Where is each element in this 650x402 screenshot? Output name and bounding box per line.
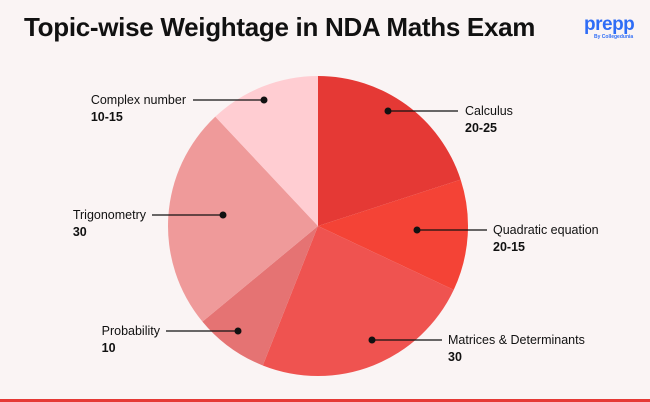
value-quadratic-equation: 20-15: [493, 240, 525, 254]
label-calculus: Calculus: [465, 104, 513, 118]
prepp-logo: prepp By Collegedunia: [584, 14, 635, 40]
leader-dot-trigonometry: [219, 211, 227, 219]
value-matrices-determinants: 30: [448, 350, 462, 364]
chart-title: Topic-wise Weightage in NDA Maths Exam: [24, 12, 536, 42]
label-matrices-determinants: Matrices & Determinants: [448, 333, 585, 347]
leader-dot-complex-number: [260, 96, 268, 104]
label-probability: Probability: [102, 324, 161, 338]
leader-dot-matrices-determinants: [368, 336, 376, 344]
slice-quadratic-equation: [318, 179, 468, 290]
bottom-accent-line: [0, 399, 650, 402]
slice-complex-number: [215, 76, 318, 226]
leader-dot-probability: [234, 327, 242, 335]
slice-matrices-determinants: [262, 226, 454, 376]
value-probability: 10: [102, 341, 116, 355]
logo-subtext: By Collegedunia: [594, 34, 634, 40]
leader-dot-quadratic-equation: [413, 226, 421, 234]
label-quadratic-equation: Quadratic equation: [493, 223, 599, 237]
leader-dot-calculus: [384, 107, 392, 115]
value-calculus: 20-25: [465, 121, 497, 135]
value-complex-number: 10-15: [91, 110, 123, 124]
value-trigonometry: 30: [73, 225, 87, 239]
label-complex-number: Complex number: [91, 93, 186, 107]
label-trigonometry: Trigonometry: [73, 208, 147, 222]
slice-calculus: [318, 76, 461, 226]
logo-text: prepp: [584, 14, 635, 35]
slice-trigonometry: [168, 116, 318, 322]
